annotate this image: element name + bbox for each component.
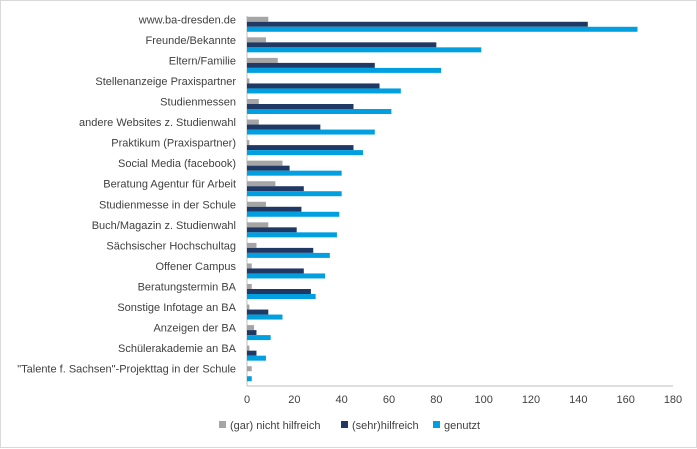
category-label: Sonstige Infotage an BA	[117, 302, 236, 314]
x-tick-label: 160	[616, 394, 634, 406]
bar-genutzt	[247, 191, 342, 197]
legend-swatch	[219, 421, 226, 428]
category-label: Schülerakademie an BA	[118, 343, 237, 355]
category-label: Studienmessen	[160, 97, 236, 109]
x-tick-label: 100	[474, 394, 492, 406]
category-label: Sächsischer Hochschultag	[106, 240, 236, 252]
bar-gar-nicht-hilfreich	[247, 242, 257, 248]
bar-sehr-hilfreich	[247, 104, 354, 109]
bar-gar-nicht-hilfreich	[247, 222, 269, 228]
bar-genutzt	[247, 314, 283, 320]
bar-gar-nicht-hilfreich	[247, 366, 252, 372]
bar-sehr-hilfreich	[247, 206, 302, 212]
category-label: Praktikum (Praxispartner)	[111, 138, 236, 150]
bar-genutzt	[247, 252, 330, 258]
bar-genutzt	[247, 88, 401, 94]
x-tick-label: 0	[244, 394, 250, 406]
bar-gar-nicht-hilfreich	[247, 140, 250, 146]
x-tick-label: 20	[288, 394, 300, 406]
bar-sehr-hilfreich	[247, 268, 304, 274]
bar-genutzt	[247, 273, 326, 279]
bar-gar-nicht-hilfreich	[247, 16, 269, 22]
category-label: Offener Campus	[155, 261, 236, 273]
category-label: andere Websites z. Studienwahl	[79, 117, 236, 129]
x-tick-label: 40	[336, 394, 348, 406]
category-label: Beratung Agentur für Arbeit	[103, 179, 236, 191]
bar-sehr-hilfreich	[247, 42, 437, 48]
legend-label: genutzt	[444, 420, 480, 432]
category-label: Eltern/Familie	[169, 55, 236, 67]
bar-sehr-hilfreich	[247, 21, 588, 27]
bar-gar-nicht-hilfreich	[247, 78, 250, 84]
bar-genutzt	[247, 26, 638, 32]
bar-sehr-hilfreich	[247, 227, 297, 233]
x-tick-label: 80	[430, 394, 442, 406]
bar-genutzt	[247, 376, 252, 382]
bar-sehr-hilfreich	[247, 165, 290, 171]
bar-gar-nicht-hilfreich	[247, 57, 278, 63]
bar-gar-nicht-hilfreich	[247, 201, 266, 207]
bar-genutzt	[247, 67, 442, 73]
bar-genutzt	[247, 47, 482, 53]
bar-genutzt	[247, 335, 271, 341]
category-label: "Talente f. Sachsen"-Projekttag in der S…	[17, 364, 236, 376]
legend-label: (sehr)hilfreich	[352, 420, 419, 432]
legend-swatch	[433, 421, 440, 428]
category-label: Anzeigen der BA	[153, 323, 236, 335]
bar-sehr-hilfreich	[247, 186, 304, 192]
bar-genutzt	[247, 109, 392, 114]
bar-gar-nicht-hilfreich	[247, 325, 255, 331]
bar-sehr-hilfreich	[247, 83, 380, 89]
bar-sehr-hilfreich	[247, 350, 257, 356]
bar-gar-nicht-hilfreich	[247, 345, 250, 351]
category-label: Studienmesse in der Schule	[99, 199, 236, 211]
bar-sehr-hilfreich	[247, 309, 269, 315]
category-label: www.ba-dresden.de	[138, 14, 236, 26]
bar-genutzt	[247, 232, 337, 238]
x-tick-label: 60	[383, 394, 395, 406]
category-label: Freunde/Bekannte	[145, 35, 236, 47]
bar-gar-nicht-hilfreich	[247, 304, 250, 310]
bar-genutzt	[247, 211, 340, 217]
x-tick-label: 120	[522, 394, 540, 406]
bar-sehr-hilfreich	[247, 289, 311, 294]
bar-gar-nicht-hilfreich	[247, 181, 276, 187]
bar-gar-nicht-hilfreich	[247, 284, 252, 289]
legend-label: (gar) nicht hilfreich	[230, 420, 320, 432]
bar-gar-nicht-hilfreich	[247, 37, 266, 43]
bar-sehr-hilfreich	[247, 247, 314, 253]
x-tick-label: 140	[569, 394, 587, 406]
bar-gar-nicht-hilfreich	[247, 99, 259, 104]
bar-genutzt	[247, 170, 342, 176]
bar-genutzt	[247, 355, 266, 361]
category-label: Social Media (facebook)	[118, 158, 236, 170]
bar-sehr-hilfreich	[247, 62, 375, 68]
category-label: Buch/Magazin z. Studienwahl	[92, 220, 236, 232]
bar-sehr-hilfreich	[247, 330, 257, 336]
bar-sehr-hilfreich	[247, 145, 354, 151]
legend-swatch	[341, 421, 348, 428]
category-label: Stellenanzeige Praxispartner	[95, 76, 236, 88]
bar-genutzt	[247, 294, 316, 299]
bar-gar-nicht-hilfreich	[247, 263, 252, 269]
bar-genutzt	[247, 150, 363, 156]
bar-sehr-hilfreich	[247, 124, 321, 130]
category-label: Beratungstermin BA	[138, 282, 237, 294]
bar-gar-nicht-hilfreich	[247, 160, 283, 166]
bar-gar-nicht-hilfreich	[247, 119, 259, 125]
bar-genutzt	[247, 129, 375, 135]
x-tick-label: 180	[664, 394, 682, 406]
